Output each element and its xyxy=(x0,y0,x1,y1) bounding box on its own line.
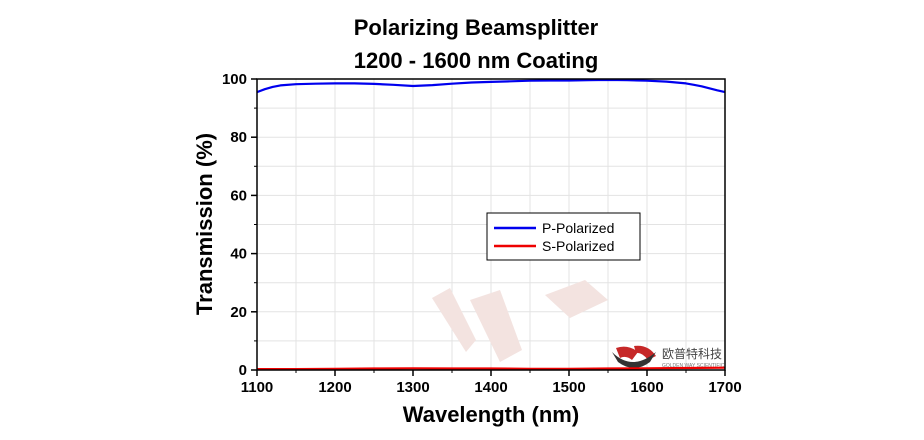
y-tick-label: 80 xyxy=(230,129,247,146)
y-tick-label: 20 xyxy=(230,304,247,321)
watermark-shape-right xyxy=(545,280,608,318)
y-tick-label: 60 xyxy=(230,187,247,204)
watermark: 欧普特科技 GOLDEN WAY SCIENTIFIC xyxy=(432,280,725,369)
series-layer xyxy=(256,78,726,371)
legend: P-Polarized S-Polarized xyxy=(486,212,641,261)
x-tick-label: 1700 xyxy=(708,379,741,396)
y-tick-label: 0 xyxy=(239,362,247,379)
logo-mark-left xyxy=(616,346,638,360)
brand-logo xyxy=(612,345,656,368)
x-tick-label: 1400 xyxy=(474,379,507,396)
y-tick-label: 40 xyxy=(230,246,247,263)
legend-label-s-polarized: S-Polarized xyxy=(542,238,614,254)
series-line-s-polarized xyxy=(257,366,726,371)
y-tick-label: 100 xyxy=(222,71,247,88)
x-axis-ticks: 1100 1200 1300 1400 1500 1600 1700 xyxy=(241,370,742,396)
watermark-shape-mid xyxy=(470,290,522,362)
series-line-p-polarized xyxy=(256,78,726,94)
y-axis-ticks: 0 20 40 60 80 100 xyxy=(222,71,257,379)
chart-title-line-1: Polarizing Beamsplitter xyxy=(354,15,599,40)
y-axis-label: Transmission (%) xyxy=(192,133,217,315)
x-tick-label: 1600 xyxy=(630,379,663,396)
chart-title-line-2: 1200 - 1600 nm Coating xyxy=(354,48,599,73)
watermark-shape-left xyxy=(432,288,476,352)
logo-mark-right xyxy=(634,345,656,360)
x-tick-label: 1300 xyxy=(396,379,429,396)
x-tick-label: 1200 xyxy=(318,379,351,396)
brand-name-en: GOLDEN WAY SCIENTIFIC xyxy=(662,363,725,369)
x-axis-label: Wavelength (nm) xyxy=(403,402,579,427)
logo-mark-base xyxy=(612,352,656,368)
legend-label-p-polarized: P-Polarized xyxy=(542,220,614,236)
x-tick-label: 1500 xyxy=(552,379,585,396)
legend-box xyxy=(486,212,641,261)
x-tick-label: 1100 xyxy=(241,379,274,396)
brand-name-cn: 欧普特科技 xyxy=(662,346,722,361)
